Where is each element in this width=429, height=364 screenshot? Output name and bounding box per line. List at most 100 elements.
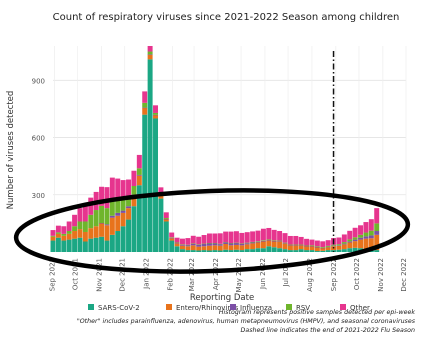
bar-segment [104, 225, 110, 241]
bar-segment [66, 221, 72, 232]
bar-segment [255, 248, 261, 252]
bar-segment [271, 247, 277, 252]
bar-segment [341, 244, 347, 250]
bar-segment [153, 118, 158, 253]
bar-segment [266, 227, 272, 240]
bar-segment [223, 242, 229, 243]
bar-segment [131, 186, 137, 195]
bar-segment [228, 243, 234, 244]
bar-segment [55, 233, 61, 238]
bar-segment [61, 240, 67, 252]
bar-segment [61, 233, 67, 236]
bar-segment [99, 205, 105, 224]
bar-segment [201, 243, 207, 247]
bar-segment [206, 243, 212, 246]
bar-segment [174, 243, 180, 247]
bar-segment [255, 241, 261, 242]
bar-segment [104, 187, 110, 209]
bar-segment [212, 243, 218, 246]
bar-segment [206, 243, 212, 244]
bar-segment [217, 245, 223, 251]
bar-segment [153, 114, 158, 116]
bar-segment [336, 237, 342, 245]
bar-segment [304, 246, 310, 251]
footnote-dashed-line: Dashed line indicates the end of 2021-20… [240, 327, 415, 334]
bar-segment [266, 246, 272, 252]
bar-segment [271, 241, 277, 248]
bar-segment [358, 239, 364, 249]
bar-segment [131, 170, 137, 187]
y-tick-label: 300 [32, 192, 45, 200]
bar-segment [66, 239, 72, 252]
bar-segment [163, 219, 169, 222]
legend-label: Other [350, 304, 370, 312]
bar-segment [82, 206, 88, 222]
bar-segment [104, 240, 110, 252]
bar-segment [88, 228, 94, 239]
bar-segment [255, 242, 261, 249]
bar-segment [250, 243, 256, 250]
bar-segment [228, 243, 234, 246]
bar-segment [55, 225, 61, 233]
bar-segment [293, 250, 299, 252]
bar-segment [50, 236, 56, 241]
bar-segment [142, 107, 148, 115]
bar-segment [174, 237, 180, 243]
bar-segment [77, 208, 83, 222]
bar-segment [250, 242, 256, 244]
bar-segment [228, 245, 234, 251]
bar-segment [293, 245, 299, 246]
bar-segment [99, 223, 105, 237]
bar-segment [196, 246, 202, 251]
bar-segment [223, 249, 229, 252]
bar-segment [368, 219, 374, 231]
bar-segment [287, 245, 293, 251]
x-tick-label: Aug 2022 [306, 258, 314, 292]
bar-segment [277, 241, 283, 249]
bar-segment [147, 54, 153, 60]
bar-segment [239, 250, 245, 252]
bar-segment [55, 237, 61, 252]
x-tick-label: Dec 2021 [119, 258, 127, 292]
bar-segment [363, 236, 369, 239]
bar-segment [266, 240, 272, 247]
bar-segment [277, 231, 283, 241]
chart-title: Count of respiratory viruses since 2021-… [53, 12, 400, 23]
bar-segment [212, 233, 218, 244]
bar-segment [131, 206, 137, 252]
bar-segment [169, 237, 175, 238]
legend-swatch [286, 304, 292, 310]
bar-segment [287, 250, 293, 252]
bar-segment [271, 240, 277, 242]
bar-segment [309, 246, 315, 251]
bar-segment [314, 247, 320, 248]
bar-segment [325, 247, 331, 251]
bar-segment [255, 230, 261, 242]
bar-segment [185, 244, 191, 246]
legend-label: SARS-CoV-2 [98, 304, 140, 312]
bar-segment [282, 242, 288, 244]
bar-segment [363, 222, 369, 233]
bar-segment [298, 249, 304, 252]
bar-segment [358, 225, 364, 235]
bar-segment [217, 233, 223, 244]
bar-segment [72, 238, 78, 252]
bar-segment [233, 243, 239, 245]
bar-segment [158, 195, 164, 199]
bar-segment [109, 200, 115, 216]
bar-segment [126, 206, 132, 209]
bar-segment [163, 212, 169, 219]
bar-segment [271, 240, 277, 241]
bar-segment [363, 238, 369, 250]
bar-segment [185, 245, 191, 247]
bar-segment [88, 238, 94, 252]
bar-segment [190, 235, 196, 244]
bar-segment [244, 244, 250, 250]
bar-segment [282, 233, 288, 243]
bar-segment [352, 239, 358, 242]
bar-segment [293, 245, 299, 251]
bar-segment [206, 233, 212, 244]
bar-segment [212, 250, 218, 252]
